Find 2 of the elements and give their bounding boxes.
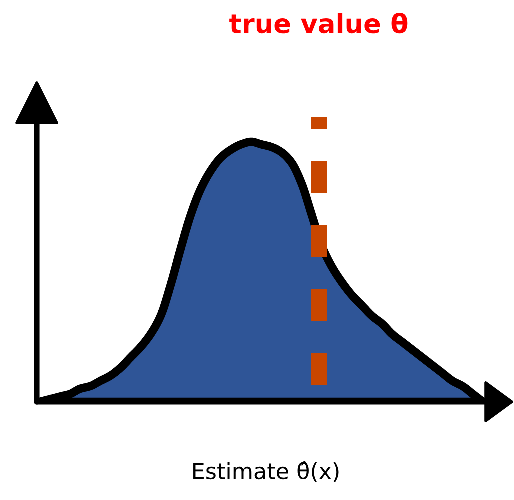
x-axis-title: Estimate θ̂(x) — [194, 462, 339, 482]
text: true value θ — [230, 13, 408, 34]
